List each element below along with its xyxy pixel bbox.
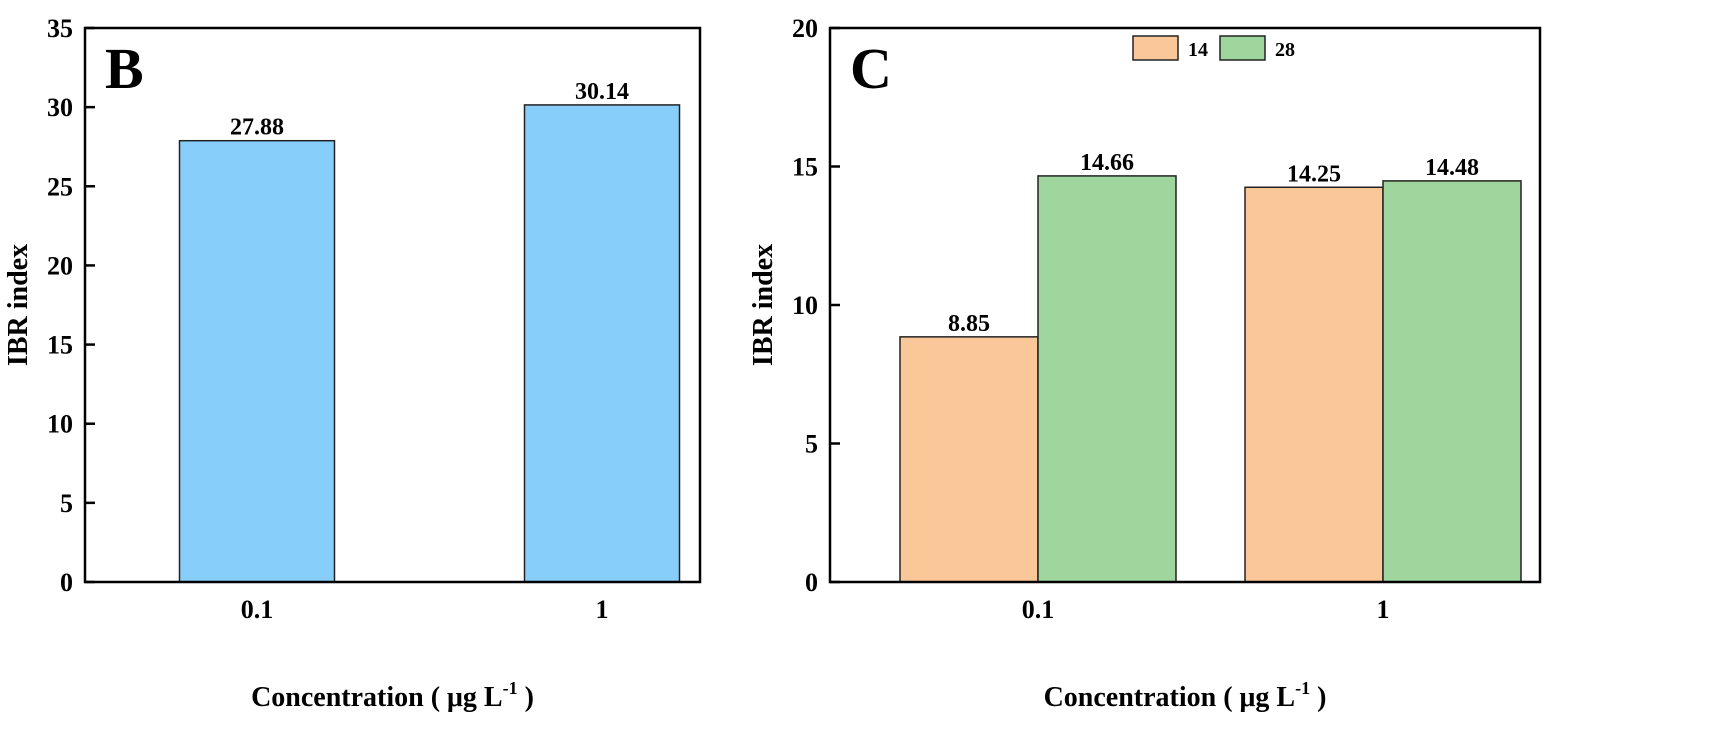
legend: 14 28 xyxy=(1132,35,1295,61)
y-tick-label: 0 xyxy=(805,568,818,597)
legend-swatch xyxy=(1132,35,1179,61)
y-tick-label: 35 xyxy=(47,14,73,43)
data-label: 30.14 xyxy=(575,79,629,105)
x-tick-label: 0.1 xyxy=(241,595,274,624)
bar xyxy=(523,104,681,583)
bar xyxy=(899,336,1039,583)
bar xyxy=(1382,180,1522,583)
y-tick-label: 15 xyxy=(792,153,818,182)
y-tick-label: 5 xyxy=(60,489,73,518)
x-axis-label: Concentration ( μg L-1 ) xyxy=(1044,678,1327,713)
y-tick-label: 25 xyxy=(47,172,73,201)
x-axis-label: Concentration ( μg L-1 ) xyxy=(251,678,534,713)
bar xyxy=(178,139,336,583)
chart-panel-b: 27.880.130.14105101520253035Concentratio… xyxy=(3,14,702,713)
legend-swatch xyxy=(1219,35,1266,61)
legend-label: 28 xyxy=(1275,39,1295,61)
data-label: 14.66 xyxy=(1080,150,1134,176)
panel-label: C xyxy=(850,36,892,101)
y-tick-label: 20 xyxy=(792,14,818,43)
x-tick-label: 0.1 xyxy=(1022,595,1055,624)
x-tick-label: 1 xyxy=(1377,595,1390,624)
plot-frame xyxy=(83,26,702,584)
y-tick-label: 0 xyxy=(60,568,73,597)
data-label: 14.25 xyxy=(1287,161,1341,187)
data-label: 27.88 xyxy=(230,115,284,141)
y-axis-label: IBR index xyxy=(3,244,34,366)
y-tick-label: 15 xyxy=(47,331,73,360)
data-label: 8.85 xyxy=(948,311,990,337)
y-tick-label: 30 xyxy=(47,93,73,122)
y-axis-label: IBR index xyxy=(748,244,779,366)
panel-label: B xyxy=(105,36,144,101)
y-tick-label: 10 xyxy=(792,291,818,320)
data-label: 14.48 xyxy=(1425,155,1479,181)
y-tick-label: 20 xyxy=(47,251,73,280)
y-tick-label: 10 xyxy=(47,410,73,439)
y-tick-label: 5 xyxy=(805,430,818,459)
x-tick-label: 1 xyxy=(596,595,609,624)
legend-label: 14 xyxy=(1188,39,1208,61)
bar xyxy=(1037,175,1177,583)
bar xyxy=(1244,186,1384,583)
